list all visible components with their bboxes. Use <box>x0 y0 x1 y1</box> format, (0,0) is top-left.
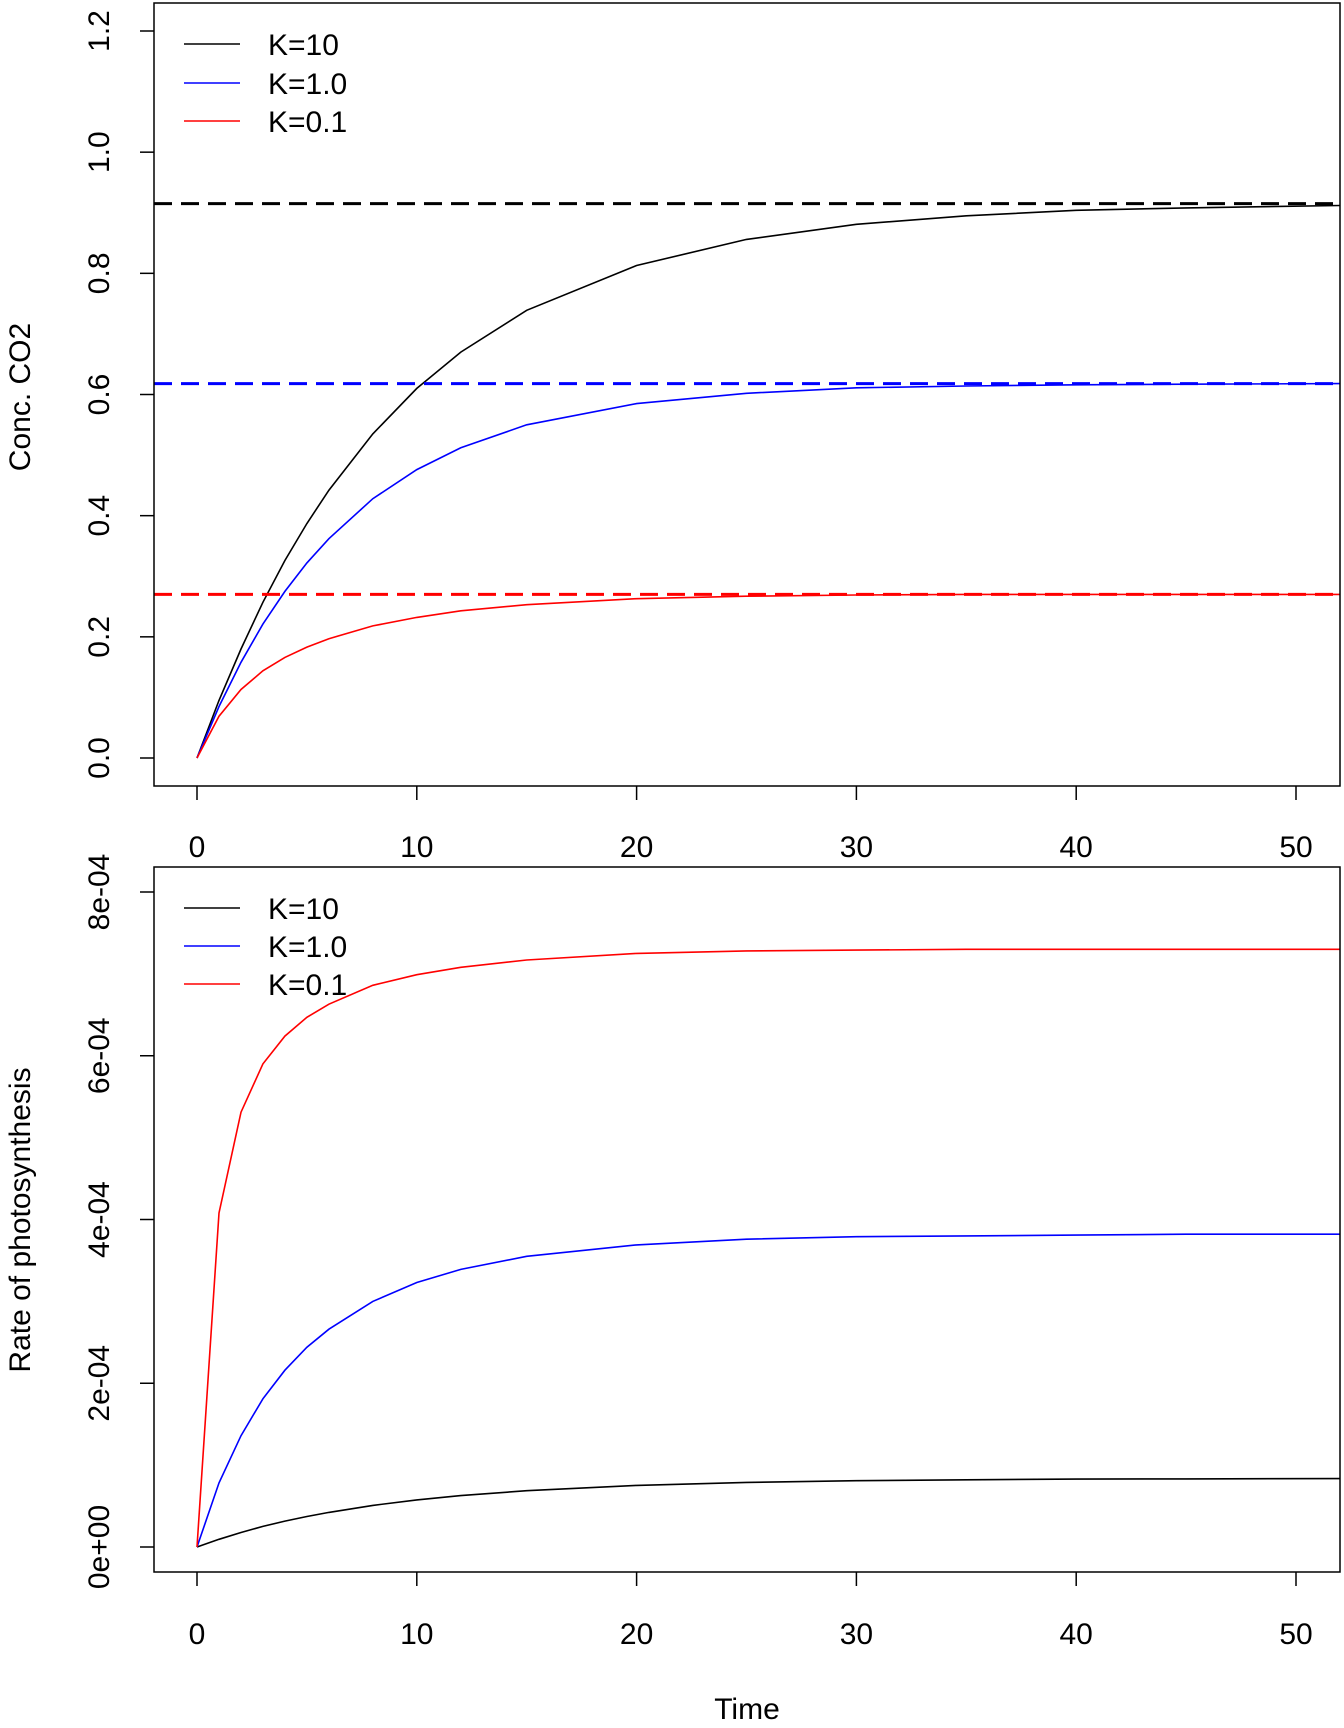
x-tick-label: 50 <box>1279 831 1312 864</box>
panel-2: 0e+00 2e-04 4e-04 6e-04 8e-04 0 10 20 30 40 50 K=10… <box>83 854 1341 1651</box>
plot-frame <box>153 866 1341 1573</box>
y-tick-label: 1.0 <box>83 131 116 173</box>
plot-area <box>154 202 1340 759</box>
series-line-K=10 <box>196 204 1340 759</box>
series-line-K=1.0 <box>196 1233 1340 1548</box>
series-line-K=0.1 <box>196 593 1340 759</box>
x-tick-label: 0 <box>189 831 206 864</box>
y-tick-label: 0e+00 <box>83 1505 116 1589</box>
y-tick-label: 8e-04 <box>83 854 116 931</box>
y-axis-label-bottom: Rate of photosynthesis <box>4 1067 37 1372</box>
series-line-K=1.0 <box>196 382 1340 759</box>
x-tick-label: 40 <box>1060 1618 1093 1651</box>
y-tick-label: 4e-04 <box>83 1181 116 1258</box>
plot-area <box>196 948 1340 1548</box>
x-tick-label: 30 <box>840 831 873 864</box>
x-tick-label: 10 <box>400 831 433 864</box>
y-tick-label: 0.6 <box>83 374 116 416</box>
x-tick-label: 20 <box>620 1618 653 1651</box>
legend-label: K=0.1 <box>268 106 347 139</box>
y-axis-label-top: Conc. CO2 <box>4 323 37 471</box>
legend-label: K=1.0 <box>268 68 347 101</box>
x-tick-label: 10 <box>400 1618 433 1651</box>
plot-frame <box>153 2 1341 787</box>
x-tick-label: 50 <box>1279 1618 1312 1651</box>
x-tick-label: 30 <box>840 1618 873 1651</box>
y-tick-label: 0.2 <box>83 616 116 658</box>
y-tick-label: 2e-04 <box>83 1345 116 1422</box>
legend: K=10 K=1.0 K=0.1 <box>184 893 347 1002</box>
series-line-K=10 <box>196 1477 1340 1548</box>
legend-label: K=0.1 <box>268 969 347 1002</box>
x-tick-label: 0 <box>189 1618 206 1651</box>
y-tick-label: 6e-04 <box>83 1017 116 1094</box>
legend: K=10 K=1.0 K=0.1 <box>184 29 347 139</box>
legend-label: K=10 <box>268 893 339 926</box>
legend-label: K=1.0 <box>268 931 347 964</box>
panel-1: 0.0 0.2 0.4 0.6 0.8 1.0 1.2 0 10 20 30 40 50 K=10 K=1.… <box>83 2 1341 864</box>
y-tick-label: 1.2 <box>83 10 116 52</box>
y-tick-label: 0.8 <box>83 252 116 294</box>
x-tick-label: 40 <box>1060 831 1093 864</box>
y-tick-label: 0.0 <box>83 737 116 779</box>
legend-label: K=10 <box>268 29 339 62</box>
x-axis-label: Time <box>714 1693 780 1726</box>
x-tick-label: 20 <box>620 831 653 864</box>
series-line-K=0.1 <box>196 948 1340 1548</box>
y-tick-label: 0.4 <box>83 495 116 537</box>
